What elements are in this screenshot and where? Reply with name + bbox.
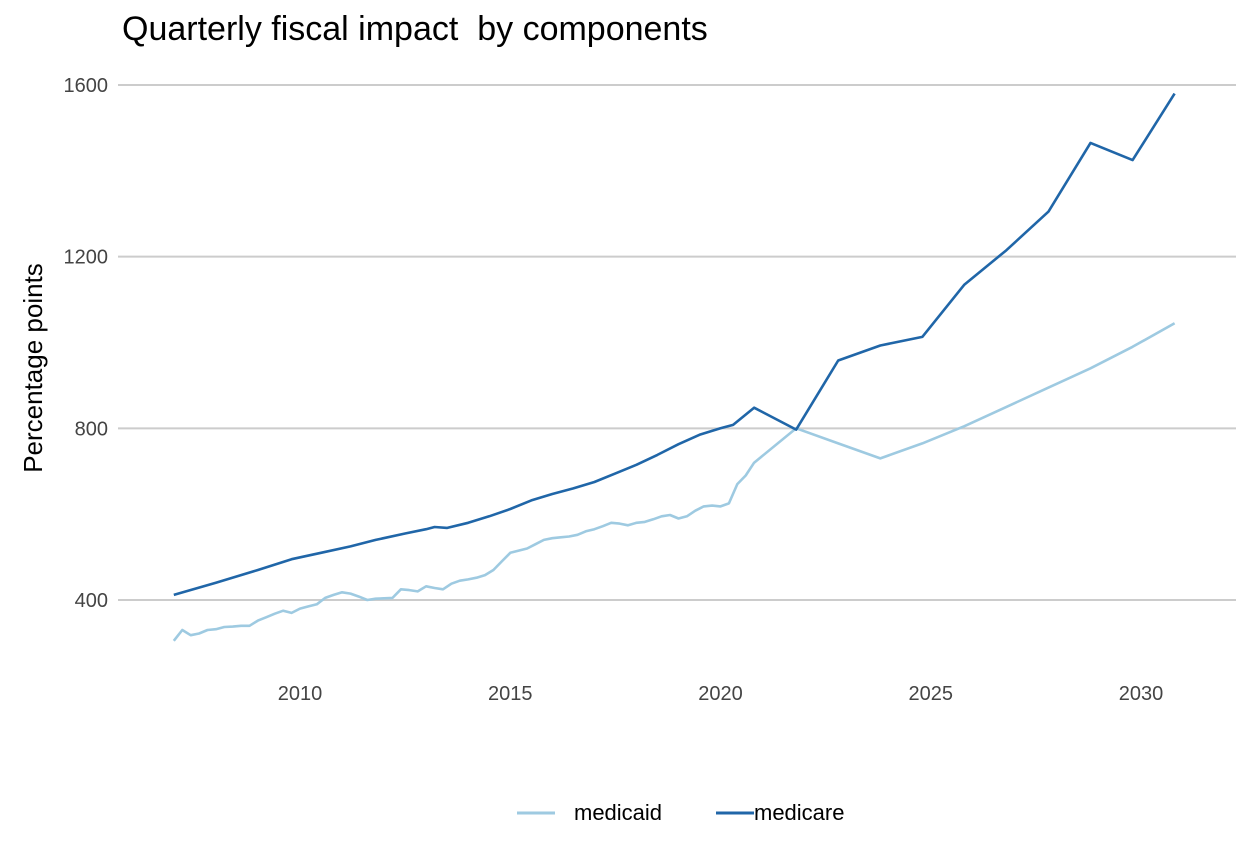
y-axis-title: Percentage points (18, 263, 48, 473)
series-line-medicare (173, 92, 1176, 597)
y-tick-label: 400 (75, 590, 108, 612)
legend: medicaid medicare (517, 800, 844, 825)
series-line-medicaid (172, 322, 1176, 642)
x-axis-ticks: 2010 2015 2020 2025 2030 (278, 683, 1164, 705)
series-lines (172, 92, 1176, 642)
y-tick-label: 1600 (64, 75, 109, 97)
y-tick-label: 1200 (64, 247, 109, 269)
y-tick-label: 800 (75, 418, 108, 440)
x-tick-label: 2015 (488, 683, 533, 705)
x-tick-label: 2020 (698, 683, 743, 705)
chart-title: Quarterly fiscal impact by components (122, 10, 708, 48)
gridlines (118, 84, 1236, 601)
x-tick-label: 2025 (909, 683, 954, 705)
legend-label-medicaid: medicaid (574, 800, 662, 825)
x-tick-label: 2030 (1119, 683, 1164, 705)
legend-label-medicare: medicare (754, 800, 844, 825)
x-tick-label: 2010 (278, 683, 323, 705)
y-axis-ticks: 400 800 1200 1600 (64, 75, 109, 612)
